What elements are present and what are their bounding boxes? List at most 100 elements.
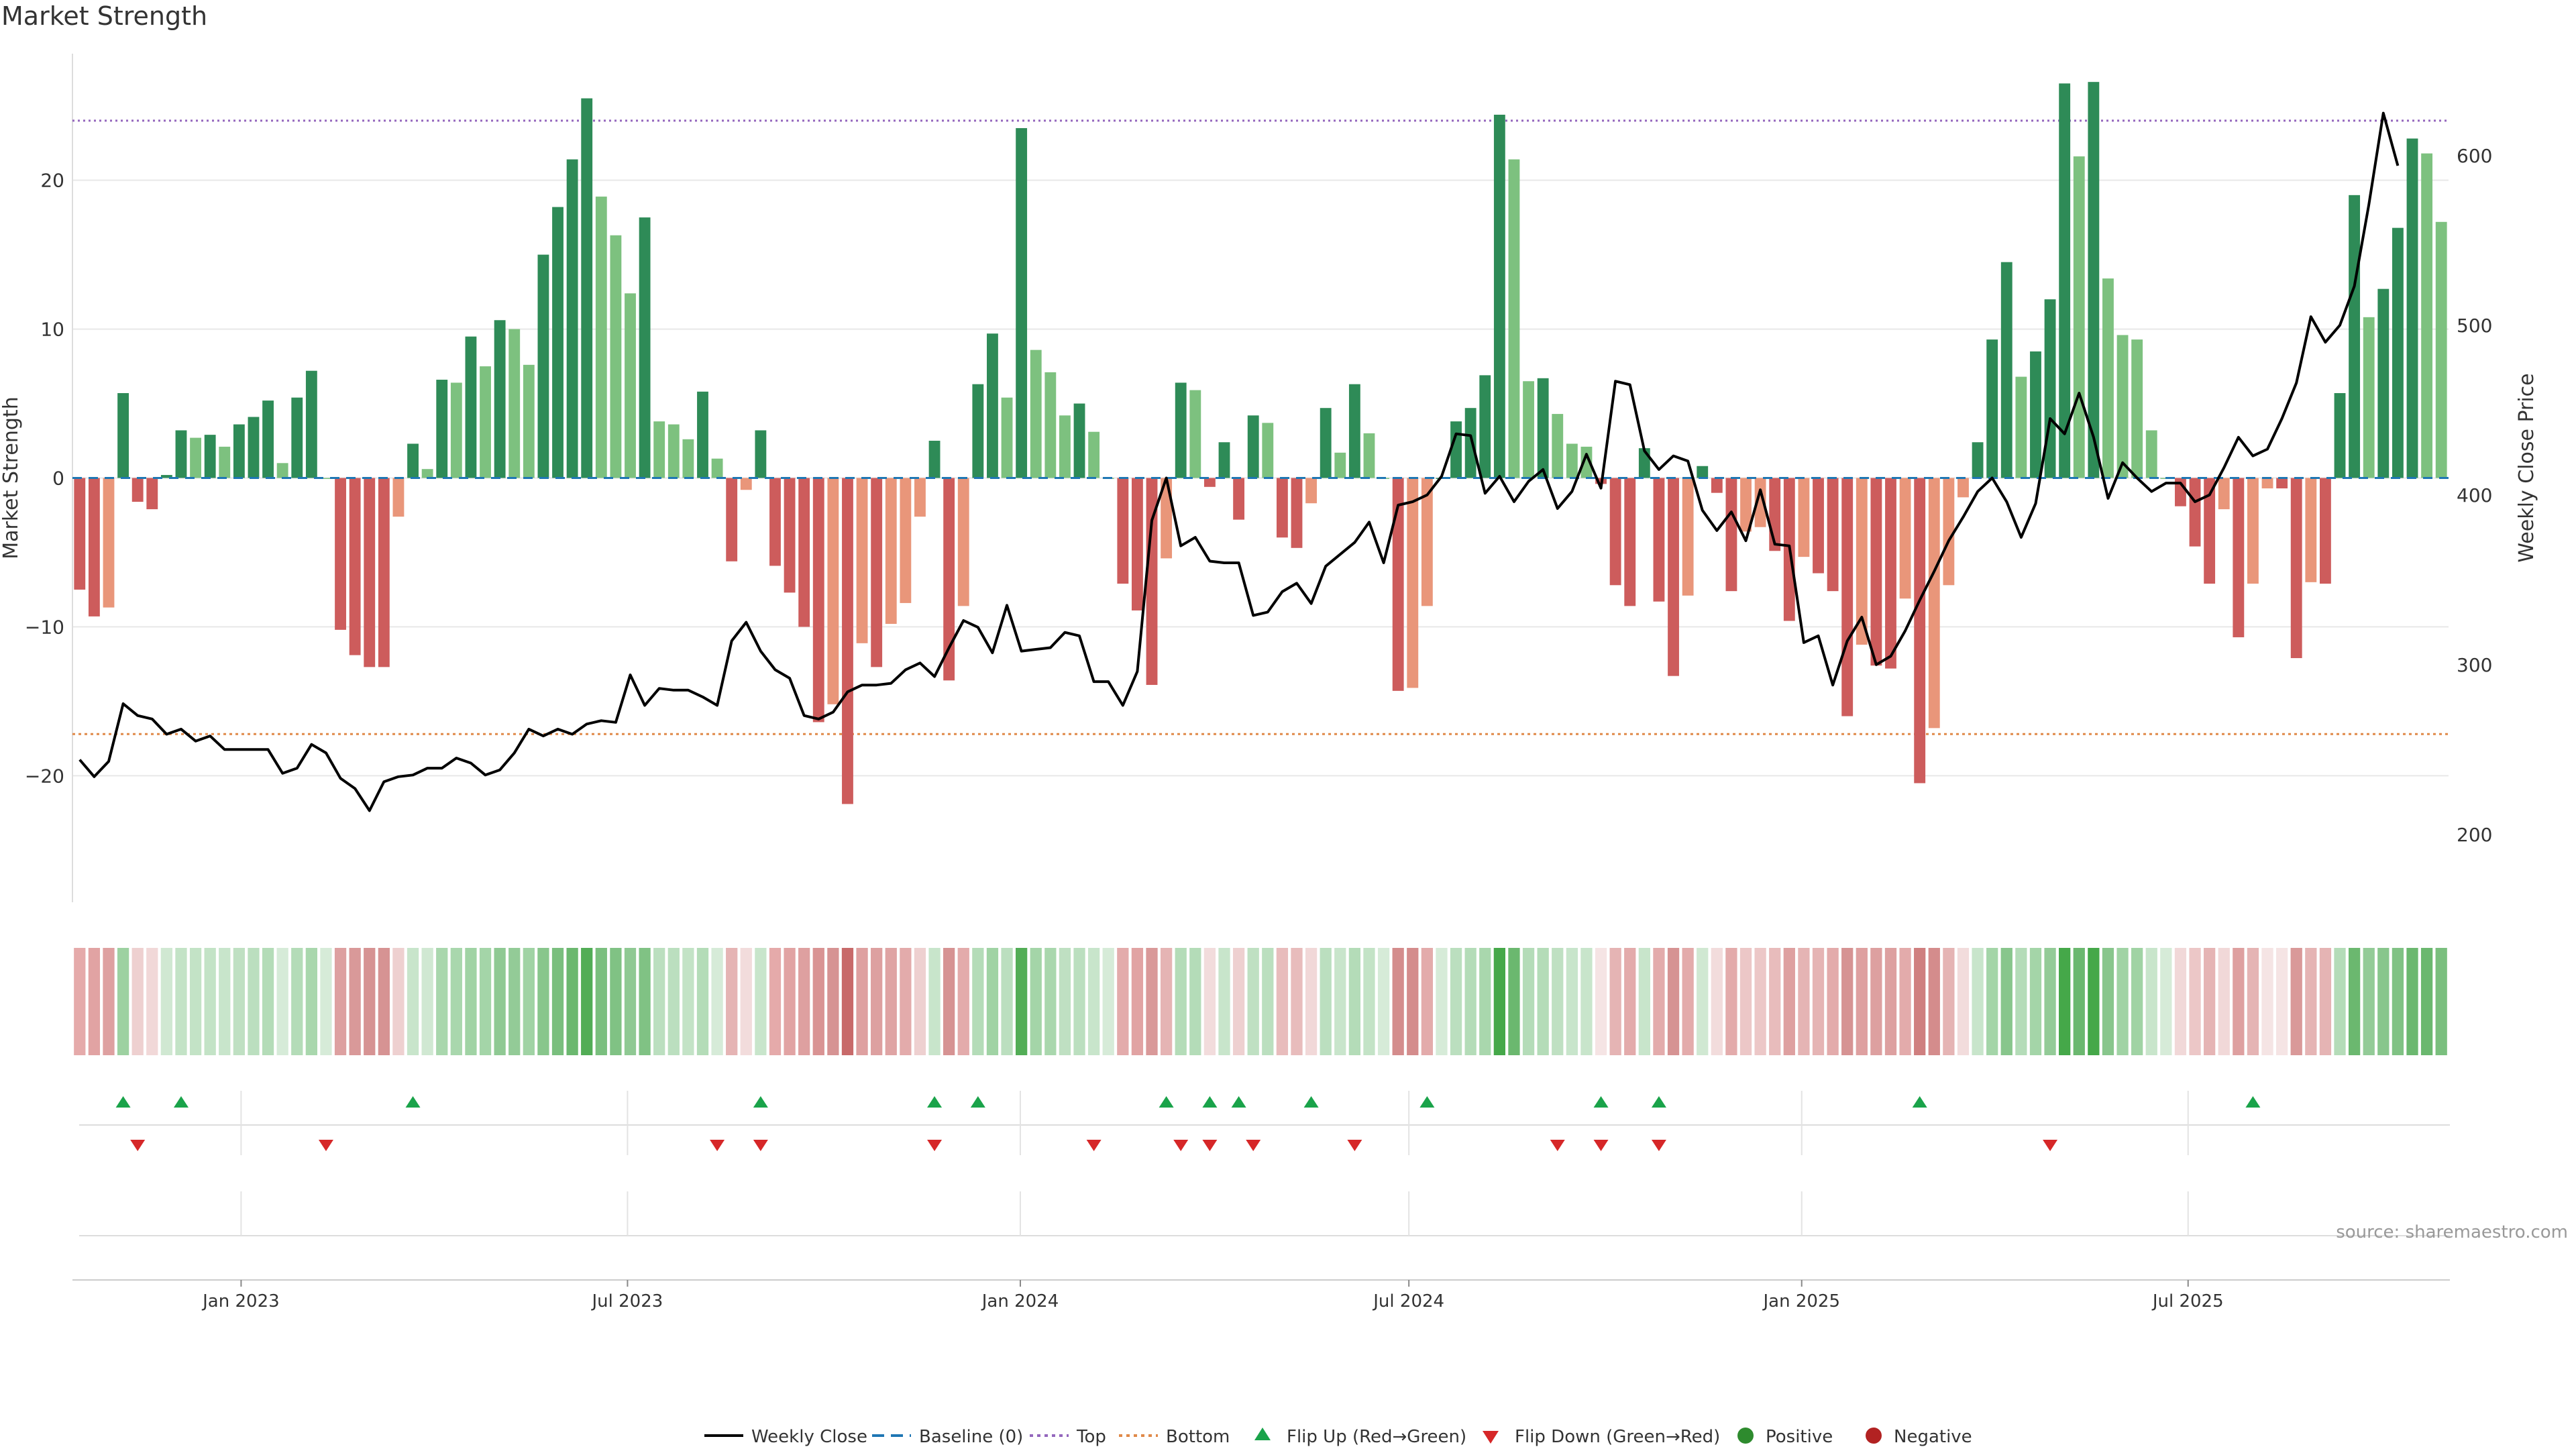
heat-cell [2377,948,2390,1055]
heat-cell [320,948,332,1055]
strength-bar [2059,83,2071,478]
strength-bar [1899,478,1911,599]
strength-bar [1957,478,1969,498]
strength-bar [1059,415,1071,478]
strength-bar [407,443,419,478]
strength-bar [1537,378,1549,478]
heat-cell [2392,948,2404,1055]
strength-bar [1580,446,1593,478]
strength-bar [160,475,172,478]
strength-bar [1334,452,1346,478]
strength-bar [2233,478,2245,637]
strength-bar [595,197,607,478]
strength-bar [1928,478,1940,729]
flip-down-marker [927,1140,943,1151]
strength-bar [1523,381,1534,478]
strength-bar [1016,127,1028,478]
heat-cell [1856,948,1868,1055]
flip-down-marker [1202,1140,1218,1151]
heat-cell [189,948,202,1055]
heat-cell [1363,948,1375,1055]
strength-bar [1450,421,1462,478]
heat-cell [1276,948,1289,1055]
strength-bar [537,254,549,478]
heat-cell [1377,948,1390,1055]
heat-cell [1638,948,1650,1055]
heat-cell [711,948,723,1055]
strength-bar [726,478,738,561]
strength-bar [291,397,303,478]
strength-bar [508,329,521,478]
heat-cell [1218,948,1230,1055]
heat-cell [1986,948,1998,1055]
strength-bar [465,336,477,478]
strength-bar [2290,478,2302,659]
heat-cell [1030,948,1042,1055]
heat-cell [624,948,637,1055]
heat-cell [2348,948,2361,1055]
strength-bar [204,435,216,478]
flip-up-marker [753,1096,768,1108]
strength-bar [914,478,926,517]
heat-cell [798,948,810,1055]
flip-up-marker [1419,1096,1435,1108]
heat-cell [1334,948,1346,1055]
heat-cell [2363,948,2375,1055]
heat-cell [407,948,419,1055]
strength-bar [1740,478,1752,532]
strength-bar [1885,478,1896,669]
heat-cell [219,948,231,1055]
strength-bar [928,441,941,478]
y-right-tick-label: 400 [2457,484,2492,506]
heat-cell [1508,948,1520,1055]
heat-cell [450,948,462,1055]
strength-bar [1276,478,1288,538]
heat-cell [2015,948,2027,1055]
heat-cell [914,948,926,1055]
heat-cell [349,948,361,1055]
heat-cell [566,948,578,1055]
strength-bar [190,437,202,478]
strength-bar [1363,433,1375,478]
heat-cell [1247,948,1259,1055]
flip-down-marker [1086,1140,1102,1151]
source-note: source: sharemaestro.com [2336,1222,2568,1242]
heat-cell [204,948,216,1055]
strength-bar [2204,478,2216,584]
strength-bar [755,430,767,478]
heat-cell [1522,948,1535,1055]
strength-bar [2305,478,2317,582]
heat-cell [2029,948,2042,1055]
strength-bar [1088,431,1100,478]
strength-bar [1798,478,1810,557]
strength-bar [1218,442,1230,478]
flip-up-marker [1912,1096,1927,1108]
strength-bar [2000,262,2012,478]
heat-cell [1262,948,1274,1055]
strength-bar [1305,478,1318,504]
heat-cell [537,948,549,1055]
strength-bar [1233,478,1245,520]
heat-cell [610,948,622,1055]
strength-bar [1348,384,1360,478]
strength-bar [1754,478,1766,527]
strength-bar [1392,478,1404,691]
heat-cell [1073,948,1085,1055]
heat-cell [784,948,796,1055]
strength-bar [827,478,839,704]
strength-bar [421,469,433,478]
flip-up-marker [405,1096,421,1108]
y-right-tick-label: 600 [2457,145,2492,167]
x-tick-label: Jan 2024 [981,1291,1059,1311]
heat-cell [175,948,187,1055]
strength-bar [667,424,680,478]
flip-down-marker [1550,1140,1565,1151]
strength-bar [2349,195,2361,478]
heat-cell [581,948,593,1055]
strength-bar [2261,478,2273,489]
heat-cell [1754,948,1766,1055]
heat-cell [2204,948,2216,1055]
heat-cell [551,948,564,1055]
strength-bar [2363,317,2375,478]
strength-bar [2319,478,2331,584]
